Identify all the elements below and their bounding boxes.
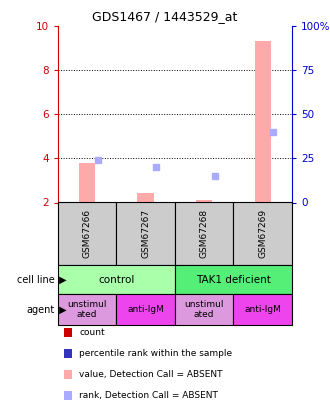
Text: cell line: cell line <box>17 275 54 285</box>
Text: GDS1467 / 1443529_at: GDS1467 / 1443529_at <box>92 10 238 23</box>
Text: ▶: ▶ <box>56 275 67 285</box>
Text: GSM67269: GSM67269 <box>258 209 267 258</box>
Text: agent: agent <box>26 305 54 315</box>
Bar <box>196 200 213 202</box>
Bar <box>79 163 95 202</box>
Text: percentile rank within the sample: percentile rank within the sample <box>79 349 232 358</box>
Text: value, Detection Call = ABSENT: value, Detection Call = ABSENT <box>79 370 223 379</box>
Text: unstimul
ated: unstimul ated <box>67 300 107 319</box>
Bar <box>137 193 154 202</box>
Text: GSM67266: GSM67266 <box>82 209 91 258</box>
Text: anti-IgM: anti-IgM <box>127 305 164 314</box>
Text: TAK1 deficient: TAK1 deficient <box>196 275 271 285</box>
Text: anti-IgM: anti-IgM <box>244 305 281 314</box>
Text: count: count <box>79 328 105 337</box>
Text: GSM67268: GSM67268 <box>200 209 209 258</box>
Text: GSM67267: GSM67267 <box>141 209 150 258</box>
Text: rank, Detection Call = ABSENT: rank, Detection Call = ABSENT <box>79 391 218 400</box>
Text: unstimul
ated: unstimul ated <box>184 300 224 319</box>
Text: ▶: ▶ <box>56 305 67 315</box>
Text: control: control <box>98 275 135 285</box>
Bar <box>254 40 271 202</box>
